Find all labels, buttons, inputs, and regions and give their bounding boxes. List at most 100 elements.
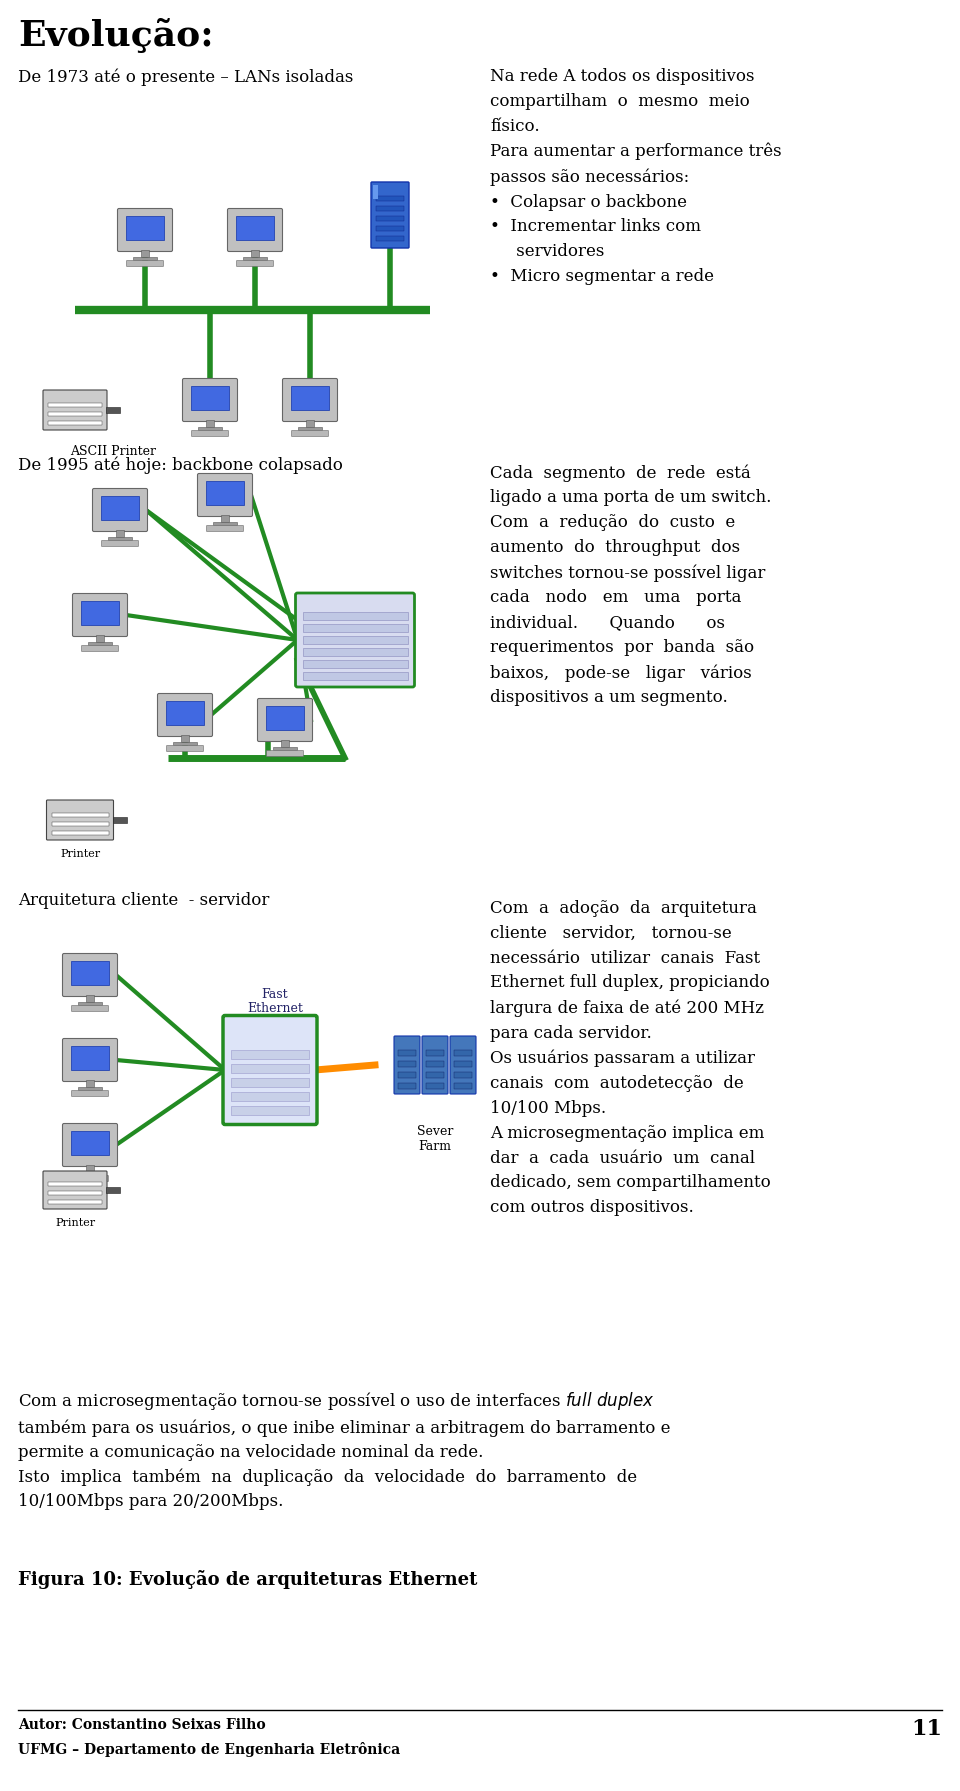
Bar: [102, 496, 138, 519]
Bar: [454, 1084, 472, 1089]
Bar: [302, 623, 407, 632]
Bar: [48, 421, 102, 424]
Bar: [302, 661, 407, 668]
Bar: [96, 636, 104, 641]
Bar: [181, 734, 189, 741]
Bar: [454, 1073, 472, 1078]
FancyBboxPatch shape: [296, 593, 415, 688]
FancyBboxPatch shape: [46, 801, 113, 840]
Bar: [398, 1084, 416, 1089]
Bar: [52, 822, 108, 826]
Bar: [231, 1064, 309, 1073]
Bar: [376, 206, 404, 211]
FancyBboxPatch shape: [71, 1091, 108, 1096]
FancyBboxPatch shape: [182, 378, 237, 421]
FancyBboxPatch shape: [198, 473, 252, 516]
Bar: [127, 217, 164, 240]
Bar: [236, 217, 274, 240]
Bar: [231, 1091, 309, 1100]
FancyBboxPatch shape: [82, 645, 118, 652]
FancyBboxPatch shape: [62, 1123, 117, 1166]
Text: Evolução:: Evolução:: [18, 18, 214, 54]
Bar: [221, 516, 229, 521]
Bar: [398, 1060, 416, 1067]
Bar: [141, 251, 149, 256]
FancyBboxPatch shape: [191, 430, 228, 437]
FancyBboxPatch shape: [43, 390, 107, 430]
Bar: [206, 421, 214, 426]
Bar: [198, 426, 222, 430]
Bar: [376, 217, 404, 220]
Text: Printer: Printer: [60, 849, 100, 860]
Bar: [398, 1073, 416, 1078]
Bar: [426, 1073, 444, 1078]
Bar: [48, 1200, 102, 1204]
Bar: [86, 1080, 94, 1087]
Bar: [454, 1050, 472, 1057]
Text: De 1995 até hoje: backbone colapsado: De 1995 até hoje: backbone colapsado: [18, 457, 343, 473]
Bar: [86, 996, 94, 1001]
FancyBboxPatch shape: [157, 693, 212, 736]
Text: Na rede A todos os dispositivos
compartilham  o  mesmo  meio
físico.
Para aument: Na rede A todos os dispositivos comparti…: [490, 68, 781, 285]
Bar: [191, 387, 228, 410]
Text: Fast
Ethernet: Fast Ethernet: [247, 987, 303, 1015]
FancyBboxPatch shape: [371, 183, 409, 247]
Text: 11: 11: [911, 1718, 942, 1741]
Bar: [133, 256, 157, 260]
Bar: [213, 521, 237, 525]
Bar: [48, 403, 102, 407]
Bar: [426, 1060, 444, 1067]
Bar: [48, 412, 102, 416]
Text: Figura 10: Evolução de arquiteturas Ethernet: Figura 10: Evolução de arquiteturas Ethe…: [18, 1571, 477, 1589]
FancyBboxPatch shape: [73, 593, 128, 636]
Text: ASCII Printer: ASCII Printer: [70, 444, 156, 458]
Bar: [454, 1060, 472, 1067]
FancyBboxPatch shape: [62, 953, 117, 996]
FancyBboxPatch shape: [228, 208, 282, 251]
Bar: [173, 741, 197, 745]
Bar: [281, 740, 289, 747]
FancyBboxPatch shape: [117, 208, 173, 251]
Bar: [78, 1171, 102, 1175]
Bar: [376, 226, 404, 231]
FancyBboxPatch shape: [71, 1175, 108, 1182]
FancyBboxPatch shape: [206, 525, 244, 532]
FancyBboxPatch shape: [236, 260, 274, 267]
FancyBboxPatch shape: [267, 750, 303, 756]
Text: UFMG – Departamento de Engenharia Eletrônica: UFMG – Departamento de Engenharia Eletrô…: [18, 1743, 400, 1757]
Bar: [108, 537, 132, 541]
Bar: [78, 1001, 102, 1005]
Bar: [426, 1084, 444, 1089]
Bar: [206, 482, 244, 505]
Bar: [48, 1182, 102, 1186]
Bar: [88, 641, 112, 645]
Bar: [398, 1050, 416, 1057]
FancyBboxPatch shape: [257, 698, 313, 741]
Text: Cada  segmento  de  rede  está
ligado a uma porta de um switch.
Com  a  redução : Cada segmento de rede está ligado a uma …: [490, 464, 772, 706]
Bar: [302, 648, 407, 656]
FancyBboxPatch shape: [43, 1171, 107, 1209]
Bar: [231, 1105, 309, 1114]
Bar: [52, 813, 108, 817]
Bar: [106, 407, 120, 414]
Bar: [302, 636, 407, 645]
Text: Arquitetura cliente  - servidor: Arquitetura cliente - servidor: [18, 892, 270, 910]
FancyBboxPatch shape: [102, 541, 138, 546]
Bar: [251, 251, 259, 256]
Bar: [298, 426, 322, 430]
Bar: [71, 1130, 108, 1155]
FancyBboxPatch shape: [282, 378, 338, 421]
Bar: [306, 421, 314, 426]
Bar: [71, 962, 108, 985]
FancyBboxPatch shape: [166, 745, 204, 752]
Bar: [266, 706, 303, 731]
Bar: [376, 195, 404, 201]
Bar: [86, 1164, 94, 1171]
FancyBboxPatch shape: [394, 1035, 420, 1094]
Bar: [48, 1191, 102, 1195]
FancyBboxPatch shape: [127, 260, 163, 267]
Bar: [231, 1078, 309, 1087]
Bar: [106, 1187, 120, 1193]
Bar: [302, 672, 407, 681]
FancyBboxPatch shape: [422, 1035, 448, 1094]
